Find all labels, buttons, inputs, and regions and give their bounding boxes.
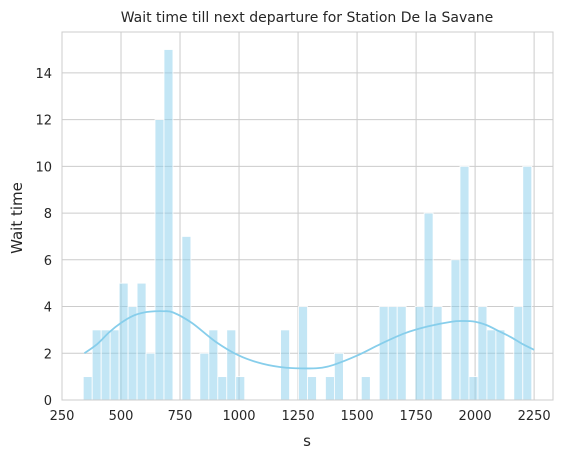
- x-tick-label: 1250: [282, 409, 315, 424]
- histogram-bar: [378, 306, 389, 401]
- y-tick-label: 8: [44, 207, 52, 222]
- y-tick-label: 6: [44, 254, 52, 269]
- histogram-bar: [163, 49, 174, 401]
- histogram-bar: [513, 306, 524, 401]
- histogram-bar: [396, 306, 407, 401]
- histogram-bar: [199, 352, 210, 401]
- plot-frame: [61, 31, 554, 401]
- histogram-bar: [145, 352, 156, 401]
- histogram-bar: [360, 376, 371, 401]
- y-tick-label: 2: [44, 347, 52, 362]
- histogram-bar: [432, 306, 443, 401]
- histogram-bars: [82, 49, 533, 401]
- x-tick-label: 500: [109, 409, 134, 424]
- histogram-bar: [82, 376, 93, 401]
- x-tick-label: 1000: [222, 409, 255, 424]
- histogram-bar: [280, 329, 290, 401]
- chart-title: Wait time till next departure for Statio…: [121, 10, 494, 26]
- x-tick-label: 250: [50, 409, 75, 424]
- histogram-bar: [217, 376, 228, 401]
- histogram-bar: [468, 376, 479, 401]
- histogram-bar: [325, 376, 335, 401]
- y-tick-label: 12: [35, 114, 52, 129]
- y-tick-label: 0: [44, 394, 52, 409]
- histogram-bar: [109, 329, 120, 401]
- histogram-bar: [127, 306, 138, 401]
- x-tick-label: 1750: [400, 409, 433, 424]
- x-tick-label: 2000: [459, 409, 492, 424]
- x-tick-label: 1500: [341, 409, 374, 424]
- histogram-bar: [387, 306, 398, 401]
- histogram-bar: [235, 376, 246, 401]
- histogram-bar: [495, 329, 506, 401]
- histogram-bar: [154, 119, 165, 401]
- histogram-bar: [450, 259, 461, 401]
- y-axis-label: Wait time: [8, 182, 26, 254]
- y-tick-label: 10: [35, 160, 52, 175]
- x-tick-label: 750: [168, 409, 193, 424]
- histogram-bar: [486, 329, 497, 401]
- y-tick-labels: 0 2 4 6 8 10 12 14: [35, 67, 52, 409]
- x-tick-label: 2250: [518, 409, 551, 424]
- kde-curve: [83, 310, 535, 370]
- x-axis-label: s: [303, 432, 311, 450]
- y-tick-label: 4: [44, 301, 52, 316]
- histogram-bar: [307, 376, 317, 401]
- histogram-bar: [522, 165, 533, 401]
- histogram-bar: [414, 306, 425, 401]
- histogram-bar: [423, 212, 434, 401]
- histogram-bar: [118, 282, 129, 401]
- histogram-bar: [226, 329, 237, 401]
- histogram-bar: [298, 306, 308, 401]
- x-tick-labels: 250 500 750 1000 1250 1500 1750 2000 2250: [50, 409, 551, 424]
- histogram-bar: [459, 165, 470, 401]
- histogram-bar: [91, 329, 102, 401]
- histogram-bar: [136, 282, 147, 401]
- histogram-bar: [477, 306, 488, 401]
- histogram-bar: [334, 352, 344, 401]
- y-tick-label: 14: [35, 67, 52, 82]
- histogram-bar: [100, 329, 111, 401]
